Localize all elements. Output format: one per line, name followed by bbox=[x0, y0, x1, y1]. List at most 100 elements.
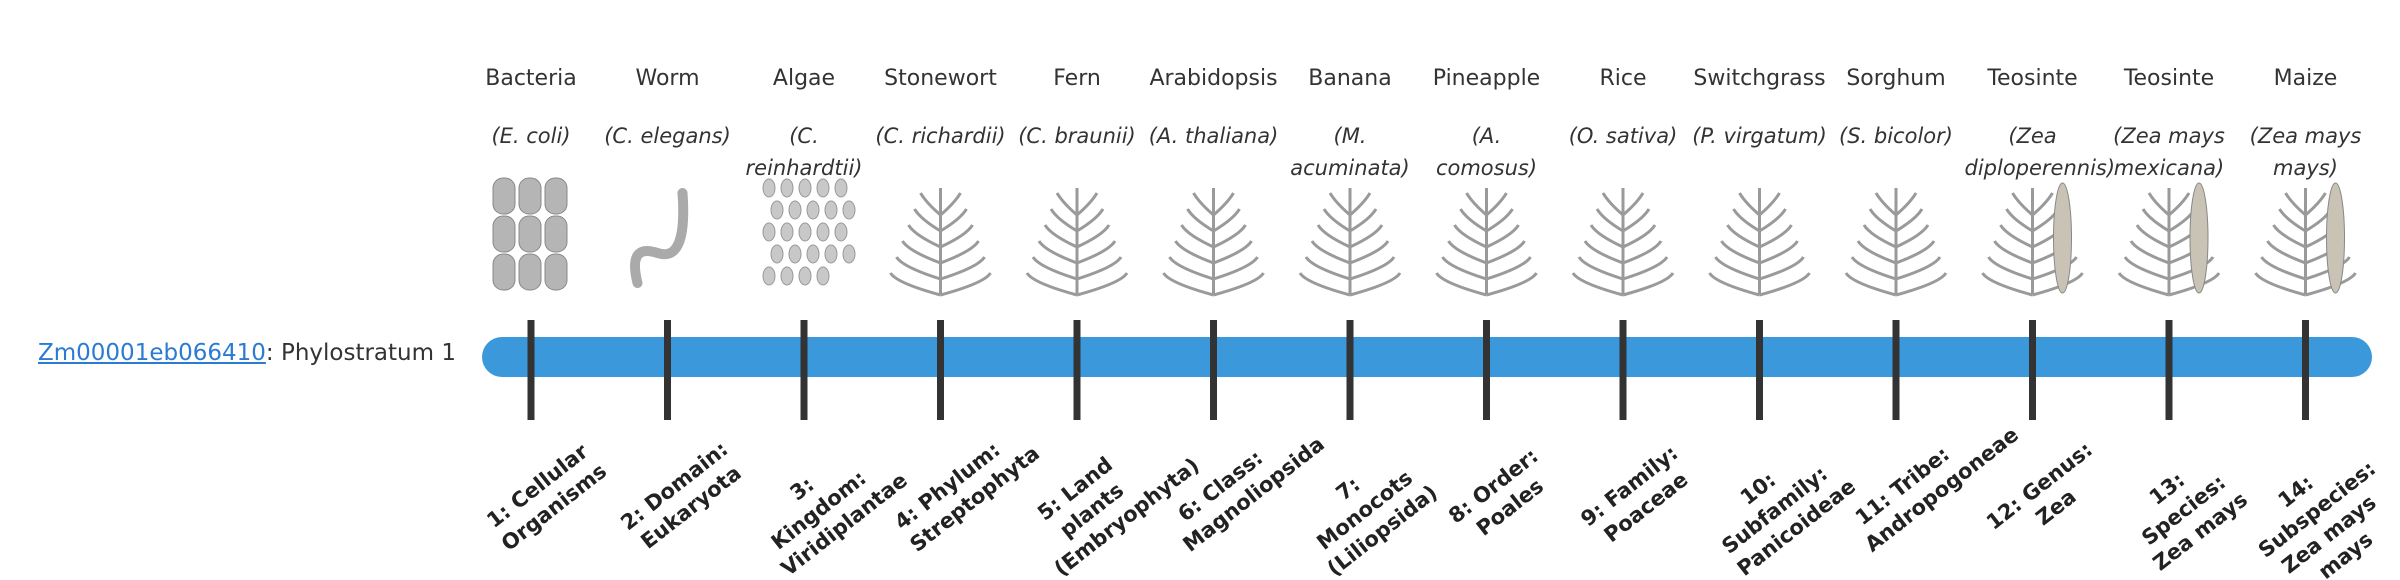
species-name: (M. acuminata) bbox=[1290, 124, 1410, 180]
icon bbox=[1328, 192, 1351, 217]
icon bbox=[788, 200, 802, 220]
icon bbox=[2272, 224, 2307, 249]
icon bbox=[1304, 256, 1351, 281]
icon bbox=[1759, 256, 1805, 281]
icon bbox=[1031, 256, 1078, 281]
icon bbox=[770, 200, 784, 220]
icon bbox=[1174, 240, 1215, 265]
species-name: (E. coli) bbox=[491, 124, 571, 148]
icon bbox=[770, 244, 784, 264]
icon bbox=[1037, 240, 1078, 265]
species-name: (C. elegans) bbox=[604, 124, 731, 148]
icon bbox=[2135, 224, 2170, 249]
icon bbox=[1441, 256, 1487, 281]
icon bbox=[919, 192, 942, 217]
icon bbox=[1043, 224, 1078, 249]
species-name: (S. bicolor) bbox=[1839, 124, 1953, 148]
icon bbox=[1485, 208, 1514, 233]
icon bbox=[544, 253, 568, 291]
icon bbox=[2284, 192, 2307, 217]
icon bbox=[816, 222, 830, 242]
icon bbox=[2147, 192, 2170, 217]
species-name: (O. sativa) bbox=[1568, 124, 1678, 148]
icon bbox=[518, 177, 542, 215]
icon bbox=[762, 222, 776, 242]
icon bbox=[1322, 208, 1351, 233]
icon bbox=[1349, 192, 1372, 217]
icon bbox=[1435, 272, 1487, 297]
icon bbox=[1212, 208, 1241, 233]
icon bbox=[816, 266, 830, 286]
icon bbox=[798, 178, 812, 198]
icon bbox=[1447, 240, 1488, 265]
icon bbox=[1192, 192, 1215, 217]
icon bbox=[1055, 192, 1078, 217]
icon bbox=[1759, 272, 1811, 297]
icon bbox=[1076, 272, 1129, 297]
icon bbox=[1999, 224, 2034, 249]
icon bbox=[1212, 224, 1247, 249]
icon bbox=[1601, 192, 1624, 217]
icon bbox=[798, 266, 812, 286]
icon bbox=[806, 244, 820, 264]
icon bbox=[1622, 192, 1645, 217]
organism-name: Maize bbox=[2273, 66, 2338, 91]
icon bbox=[907, 224, 942, 249]
icon bbox=[780, 178, 794, 198]
icon bbox=[1622, 240, 1663, 265]
species-name: (Zea mays mays) bbox=[2249, 124, 2362, 180]
organism-name: Arabidopsis bbox=[1149, 66, 1278, 91]
icon bbox=[1708, 272, 1760, 297]
icon bbox=[1868, 208, 1897, 233]
icon bbox=[1595, 208, 1624, 233]
icon bbox=[1076, 208, 1105, 233]
icon bbox=[1856, 240, 1897, 265]
organism-name: Rice bbox=[1599, 66, 1647, 91]
species-name: (C. reinhardtii) bbox=[745, 124, 863, 180]
icon bbox=[1485, 192, 1508, 217]
icon bbox=[1589, 224, 1624, 249]
icon bbox=[1349, 224, 1384, 249]
gene-row: Zm00001eb066410: Phylostratum 1 bbox=[38, 340, 456, 366]
icon bbox=[788, 244, 802, 264]
icon bbox=[1758, 208, 1787, 233]
icon bbox=[492, 253, 516, 291]
icon bbox=[2123, 256, 2170, 281]
gene-link[interactable]: Zm00001eb066410 bbox=[38, 340, 266, 366]
icon bbox=[2260, 256, 2306, 281]
gene-suffix: : Phylostratum 1 bbox=[265, 340, 456, 366]
icon bbox=[1212, 240, 1253, 265]
species-name: (C. braunii) bbox=[1018, 124, 1136, 148]
organism-name: Sorghum bbox=[1846, 66, 1946, 91]
icon bbox=[842, 244, 856, 264]
icon bbox=[492, 215, 516, 253]
icon bbox=[780, 266, 794, 286]
icon bbox=[1571, 272, 1624, 297]
organism-name: Pineapple bbox=[1432, 66, 1541, 91]
icon bbox=[1465, 192, 1488, 217]
icon bbox=[544, 177, 568, 215]
icon bbox=[2117, 272, 2170, 297]
icon bbox=[492, 177, 516, 215]
icon bbox=[1212, 192, 1235, 217]
icon bbox=[895, 256, 941, 281]
icon bbox=[2266, 240, 2307, 265]
icon bbox=[1758, 192, 1781, 217]
icon bbox=[1349, 208, 1378, 233]
organism-name: Fern bbox=[1053, 66, 1101, 91]
icon bbox=[824, 200, 838, 220]
icon bbox=[940, 256, 986, 281]
icon bbox=[939, 224, 974, 249]
icon bbox=[1025, 272, 1078, 297]
icon bbox=[1987, 256, 2033, 281]
icon bbox=[798, 222, 812, 242]
icon bbox=[816, 178, 830, 198]
organism-name: Switchgrass bbox=[1693, 66, 1826, 91]
organism-name: Banana bbox=[1308, 66, 1392, 91]
icon bbox=[1895, 224, 1930, 249]
icon bbox=[1895, 240, 1936, 265]
species-name: (A. thaliana) bbox=[1148, 124, 1279, 148]
icon bbox=[1758, 240, 1799, 265]
icon bbox=[1316, 224, 1351, 249]
icon bbox=[2031, 192, 2054, 217]
